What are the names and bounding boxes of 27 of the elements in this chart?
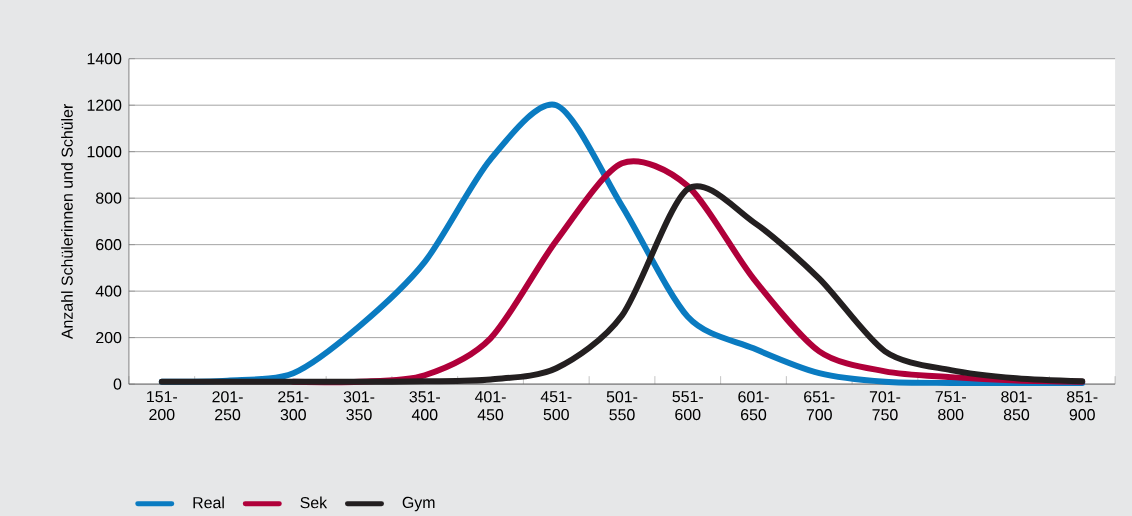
- x-tick-label: 851-900: [1066, 390, 1098, 421]
- legend-label: Real: [193, 496, 224, 509]
- x-tick-label: 201-250: [212, 390, 243, 421]
- y-tick-label: 800: [96, 192, 122, 204]
- legend-label: Gym: [402, 496, 435, 512]
- x-tick-label: 501-550: [606, 390, 638, 421]
- x-tick-label: 151-200: [147, 390, 178, 420]
- x-tick-label: 301-350: [343, 390, 375, 421]
- y-tick-label: 400: [95, 285, 122, 297]
- x-tick-label: 251-300: [278, 390, 309, 421]
- x-tick-label: 701-750: [869, 390, 901, 421]
- y-axis-title: Anzahl Schülerinnen und Schüler: [61, 103, 73, 339]
- y-tick-label: 600: [96, 238, 122, 251]
- x-tick-label: 751-800: [935, 390, 966, 420]
- x-tick-label: 551-600: [672, 390, 703, 420]
- x-tick-label: 651-700: [804, 390, 835, 421]
- y-tick-label: 200: [96, 331, 122, 344]
- x-tick-label: 601-650: [738, 390, 769, 421]
- legend-label: Sek: [300, 496, 328, 509]
- x-tick-label: 451-500: [540, 390, 572, 420]
- y-tick-label: 1200: [87, 99, 122, 111]
- y-tick-label: 1000: [87, 145, 122, 158]
- x-tick-label: 401-450: [474, 390, 506, 421]
- x-tick-label: 801-850: [1001, 390, 1032, 421]
- x-tick-label: 351-400: [409, 390, 440, 421]
- y-tick-label: 1400: [87, 52, 122, 65]
- y-tick-label: 0: [113, 378, 122, 390]
